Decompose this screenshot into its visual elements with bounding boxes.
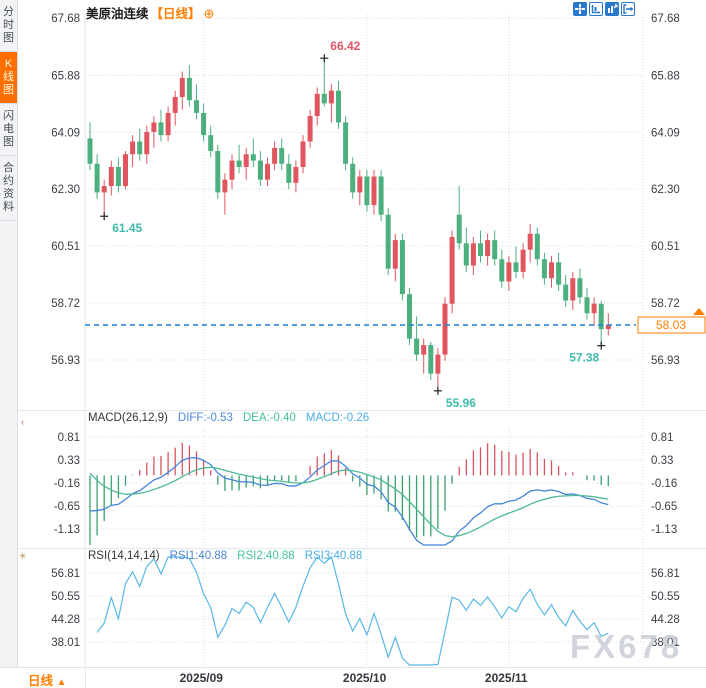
period-selector[interactable]: 日线 ▲	[28, 670, 66, 688]
grid-layer: 67.68 67.68 65.88 65.88 64.09 64.09 62.30 62.30…	[17, 13, 706, 666]
svg-text:-0.65: -0.65	[651, 501, 677, 513]
svg-text:58.72: 58.72	[651, 298, 680, 310]
svg-text:64.09: 64.09	[651, 127, 680, 139]
svg-text:0.81: 0.81	[58, 432, 80, 444]
export-icon[interactable]	[621, 2, 635, 16]
svg-text:56.93: 56.93	[51, 355, 80, 367]
scale-chart-icon[interactable]	[605, 2, 619, 16]
svg-text:-0.16: -0.16	[54, 478, 80, 490]
svg-text:64.09: 64.09	[51, 127, 80, 139]
macd-header: MACD(26,12,9) DIFF:-0.53 DEA:-0.40 MACD:-0.…	[88, 412, 379, 424]
svg-text:0.81: 0.81	[651, 432, 673, 444]
svg-text:62.30: 62.30	[51, 184, 80, 196]
x-axis-label: 2025/10	[342, 671, 387, 685]
crosshair-icon[interactable]	[573, 2, 587, 16]
bottom-bar: 日线 ▲ 2025/09 2025/10 2025/11	[0, 667, 706, 688]
svg-text:50.55: 50.55	[651, 591, 680, 603]
sidebar-tab-timeline[interactable]: 分时图	[0, 0, 17, 52]
macd-dea-value: DEA:-0.40	[242, 412, 296, 424]
svg-text:-1.13: -1.13	[651, 524, 677, 536]
svg-text:44.28: 44.28	[651, 614, 680, 626]
annotations-layer: 66.42 61.45 55.96 57.38 58.03	[85, 39, 706, 410]
svg-text:58.72: 58.72	[51, 298, 80, 310]
svg-text:-0.65: -0.65	[54, 501, 80, 513]
last-price-tag	[637, 316, 706, 334]
svg-text:60.51: 60.51	[51, 241, 80, 253]
price-chart-canvas[interactable]: 67.68 67.68 65.88 65.88 64.09 64.09 62.30 62.30…	[17, 0, 706, 668]
svg-text:50.55: 50.55	[51, 591, 80, 603]
period-selector-arrow-icon: ▲	[56, 677, 67, 688]
rsi2-value: RSI2:40.88	[237, 550, 295, 562]
svg-text:56.81: 56.81	[51, 568, 80, 580]
svg-text:65.88: 65.88	[51, 70, 80, 82]
svg-text:58.03: 58.03	[656, 318, 686, 332]
macd-settings-icon[interactable]: ‹	[21, 417, 24, 427]
instrument-title: 美原油连续	[86, 7, 149, 21]
price-alert-marker	[693, 308, 705, 316]
sidebar-tab-kline[interactable]: K线图	[0, 52, 17, 104]
macd-label: MACD(26,12,9)	[88, 412, 168, 424]
sidebar-tab-lightning[interactable]: 闪电图	[0, 104, 17, 156]
rsi3-value: RSI3:40.88	[304, 550, 363, 562]
macd-layer	[89, 442, 609, 546]
svg-text:38.01: 38.01	[651, 637, 680, 649]
rsi-header: RSI(14,14,14) RSI1:40.88 RSI2:40.88 RSI3:40…	[88, 550, 372, 562]
svg-text:-0.16: -0.16	[651, 478, 677, 490]
candles-layer	[87, 58, 611, 391]
period-selector-label: 日线	[28, 674, 54, 688]
zoom-range-icon[interactable]	[589, 2, 603, 16]
svg-text:66.42: 66.42	[330, 39, 360, 53]
svg-text:67.68: 67.68	[51, 13, 80, 25]
svg-text:61.45: 61.45	[112, 221, 142, 235]
svg-text:55.96: 55.96	[446, 396, 476, 410]
rsi-settings-icon[interactable]: ✳	[19, 551, 27, 561]
period-tag[interactable]: 【日线】	[150, 7, 201, 21]
svg-text:38.01: 38.01	[51, 637, 80, 649]
macd-value: MACD:-0.26	[305, 412, 370, 424]
x-axis-label: 2025/09	[179, 671, 223, 685]
x-axis-label: 2025/11	[484, 671, 528, 685]
svg-text:60.51: 60.51	[651, 241, 680, 253]
svg-text:56.93: 56.93	[651, 355, 680, 367]
chart-toolbar	[573, 2, 635, 16]
rsi1-value: RSI1:40.88	[169, 550, 228, 562]
svg-text:-1.13: -1.13	[54, 524, 80, 536]
svg-text:56.81: 56.81	[651, 568, 680, 580]
svg-text:57.38: 57.38	[569, 351, 599, 365]
svg-text:0.33: 0.33	[651, 455, 673, 467]
sidebar-tab-contract-info[interactable]: 合约资料	[0, 156, 17, 221]
rsi-layer	[96, 555, 609, 666]
svg-text:0.33: 0.33	[58, 455, 80, 467]
rsi-label: RSI(14,14,14)	[88, 550, 160, 562]
svg-text:44.28: 44.28	[51, 614, 80, 626]
chart-title-row: 美原油连续 【日线】 ⊕	[86, 3, 214, 22]
macd-diff-value: DIFF:-0.53	[177, 412, 233, 424]
bottom-bar-divider	[85, 668, 86, 688]
sidebar: 分时图 K线图 闪电图 合约资料	[0, 0, 18, 668]
svg-text:62.30: 62.30	[651, 184, 680, 196]
add-indicator-icon[interactable]: ⊕	[203, 6, 215, 21]
svg-text:65.88: 65.88	[651, 70, 680, 82]
svg-text:67.68: 67.68	[651, 13, 680, 25]
